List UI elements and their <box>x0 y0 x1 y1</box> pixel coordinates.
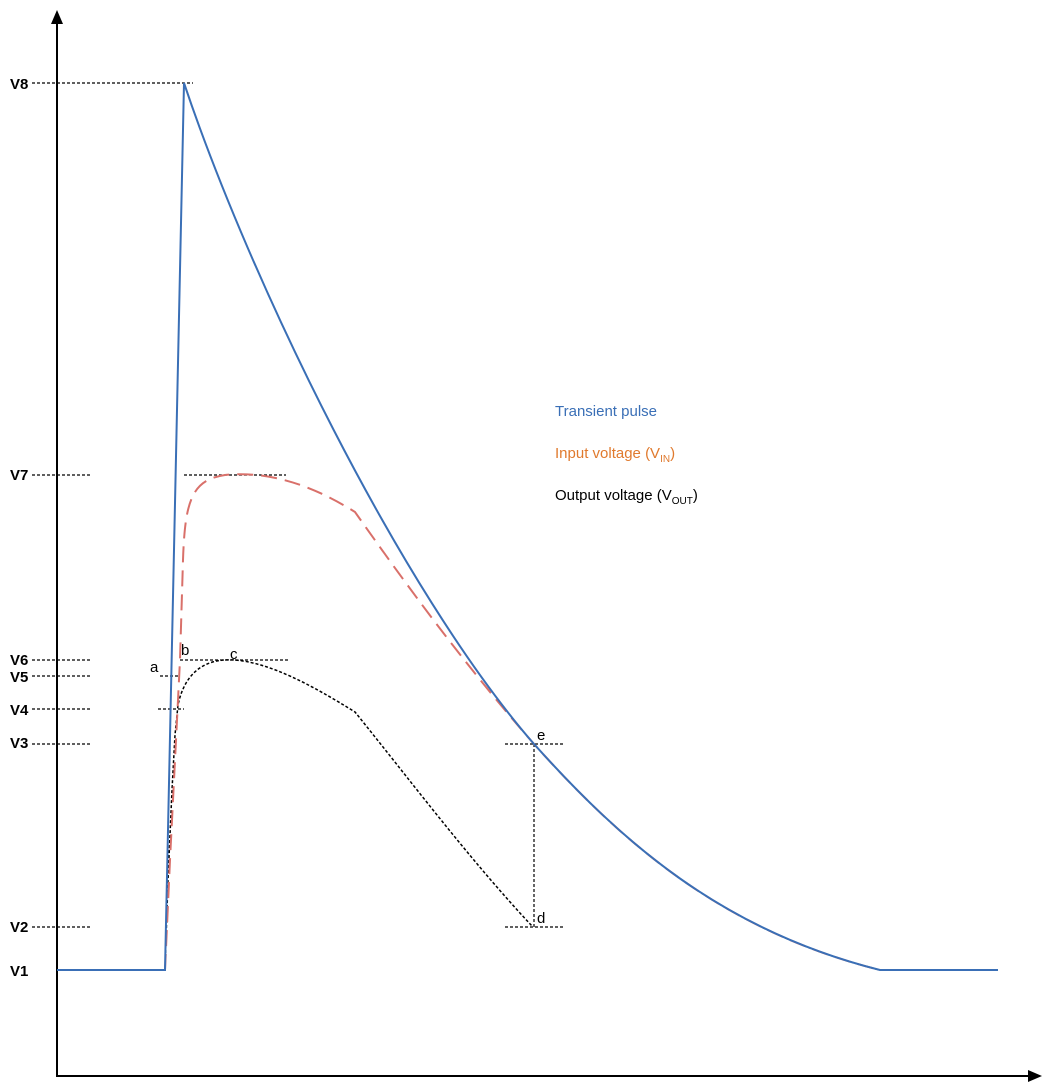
x-axis-arrow <box>1028 1070 1042 1082</box>
level-label-v1: V1 <box>10 963 28 980</box>
axes <box>51 10 1042 1082</box>
level-label-v4: V4 <box>10 702 29 719</box>
point-label-d: d <box>537 910 545 927</box>
level-label-v2: V2 <box>10 919 28 936</box>
level-labels: V8 V7 V6 V5 V4 V3 V2 V1 <box>10 76 29 980</box>
legend-transient: Transient pulse <box>555 403 657 420</box>
point-label-a: a <box>150 659 159 676</box>
point-label-b: b <box>181 642 189 659</box>
level-label-v3: V3 <box>10 735 28 752</box>
level-label-v8: V8 <box>10 76 28 93</box>
legend-input: Input voltage (VIN) <box>555 445 675 465</box>
point-label-e: e <box>537 727 545 744</box>
transient-pulse-curve <box>57 82 998 971</box>
level-label-v7: V7 <box>10 467 28 484</box>
point-labels: a b c d e <box>150 642 545 927</box>
legend: Transient pulse Input voltage (VIN) Outp… <box>555 403 698 507</box>
output-voltage-curve <box>57 659 995 971</box>
level-label-v6: V6 <box>10 652 28 669</box>
level-label-v5: V5 <box>10 669 28 686</box>
legend-output: Output voltage (VOUT) <box>555 487 698 507</box>
point-label-c: c <box>230 646 238 663</box>
reference-lines <box>32 82 563 928</box>
y-axis-arrow <box>51 10 63 24</box>
input-voltage-curve <box>164 473 995 971</box>
